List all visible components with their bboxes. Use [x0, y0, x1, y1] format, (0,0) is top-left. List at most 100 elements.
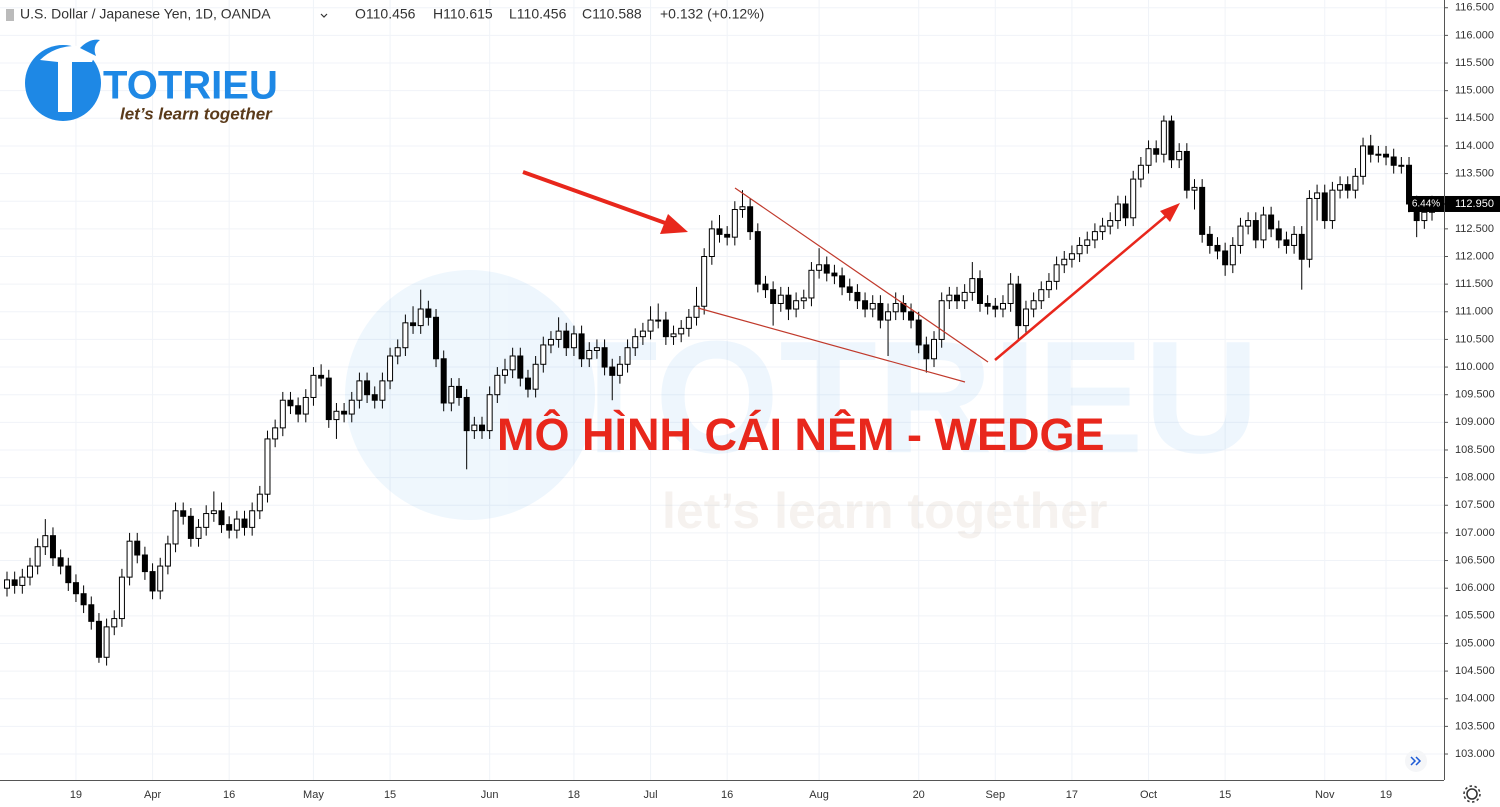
candle-body	[364, 380, 371, 396]
candle-body	[570, 333, 577, 349]
candle-body	[892, 302, 899, 313]
arrow-head	[1160, 203, 1180, 222]
candle-body	[264, 438, 271, 495]
candle-body	[1160, 120, 1167, 155]
candle-body	[1291, 233, 1298, 246]
y-tick-label: 106.000	[1455, 582, 1495, 594]
watermark-name: TOTRIEU	[560, 307, 1259, 486]
candle-body	[95, 620, 102, 658]
x-tick-label: 16	[721, 789, 733, 801]
settings[interactable]	[1463, 785, 1481, 803]
candle-body	[701, 255, 708, 307]
candle-body	[118, 576, 125, 620]
candle-body	[793, 300, 800, 310]
y-tick-label: 115.500	[1455, 57, 1494, 69]
candle-body	[479, 424, 485, 432]
scroll-icon[interactable]	[1410, 756, 1422, 766]
candle-body	[141, 554, 148, 573]
x-tick-label: Jul	[644, 789, 658, 801]
x-tick-label: 16	[223, 789, 235, 801]
drawings	[522, 170, 1180, 383]
candle-body	[1137, 164, 1144, 180]
candle-body	[1007, 283, 1014, 304]
x-tick-label: 15	[1219, 789, 1231, 801]
candle-body	[379, 380, 386, 401]
candle-body	[4, 579, 10, 589]
candle-body	[517, 355, 524, 379]
candle-body	[371, 394, 378, 401]
candle-body	[877, 302, 884, 321]
x-tick-label: 20	[913, 789, 925, 801]
candle-body	[310, 374, 317, 398]
annotation: MÔ HÌNH CÁI NÊM - WEDGE	[497, 409, 1104, 460]
x-tick-label: May	[303, 789, 324, 801]
candle-body	[1252, 220, 1259, 241]
y-tick-label: 103.000	[1455, 748, 1495, 760]
candle-body	[302, 396, 309, 415]
candle-body	[1038, 289, 1045, 302]
candle-body	[425, 308, 432, 318]
candle-body	[1176, 150, 1183, 161]
y-tick-label: 110.000	[1455, 361, 1494, 373]
x-tick-label: Sep	[986, 789, 1006, 801]
candle-body	[226, 524, 233, 531]
candle-body	[1068, 253, 1075, 260]
scroll-button[interactable]	[1405, 750, 1427, 772]
candle-body	[272, 427, 279, 440]
gear-icon[interactable]	[1466, 788, 1478, 800]
ohlc-high: H110.615	[433, 6, 493, 22]
candle-body	[593, 347, 600, 351]
symbol-dropdown[interactable]	[320, 13, 328, 18]
y-tick-label: 112.000	[1455, 250, 1494, 262]
time-axis	[0, 780, 1500, 807]
y-tick-label: 105.500	[1455, 610, 1495, 622]
y-tick-label: 104.000	[1455, 693, 1495, 705]
candle-body	[992, 305, 999, 310]
candle-body	[1130, 178, 1137, 219]
candle-body	[969, 278, 976, 293]
candle-body	[1191, 186, 1198, 191]
y-tick-label: 109.500	[1455, 389, 1495, 401]
y-tick-label: 112.500	[1455, 223, 1494, 235]
candle-body	[532, 363, 539, 390]
symbol[interactable]: U.S. Dollar / Japanese Yen, 1D, OANDA	[20, 6, 271, 22]
candle-body	[172, 510, 179, 545]
candle-body	[1321, 192, 1328, 222]
candle-body	[954, 294, 960, 302]
watermark-slogan: let’s learn together	[662, 483, 1107, 539]
candle-body	[111, 618, 118, 628]
candle-body	[1107, 220, 1114, 227]
candle-body	[341, 410, 348, 415]
candle-body	[777, 294, 784, 304]
y-tick-label: 110.500	[1455, 333, 1494, 345]
candle-body	[218, 510, 225, 526]
x-tick-label: 19	[70, 789, 82, 801]
y-tick-label: 114.000	[1455, 140, 1494, 152]
candle-body	[134, 540, 141, 556]
candle-body	[938, 300, 945, 340]
candle-body	[739, 206, 746, 211]
candle-body	[923, 344, 930, 360]
candle-body	[1390, 156, 1397, 166]
candle-body	[501, 369, 508, 376]
candle-body	[747, 206, 754, 233]
candle-body	[846, 286, 853, 293]
gear-teeth[interactable]	[1463, 785, 1481, 803]
watermark: TOTRIEU let’s learn together	[345, 270, 1259, 539]
candle-body	[1153, 148, 1160, 155]
candle-body	[931, 338, 938, 360]
candle-body	[601, 347, 608, 368]
candle-body	[233, 518, 240, 531]
candle-body	[180, 510, 187, 517]
candle-body	[1398, 164, 1405, 167]
candle-body	[1122, 203, 1129, 219]
candle-body	[662, 319, 669, 338]
candle-body	[731, 209, 738, 238]
candle-body	[1214, 244, 1221, 252]
candle-body	[1229, 244, 1236, 266]
x-tick-label: Aug	[809, 789, 829, 801]
candle-body	[164, 543, 171, 567]
last-price: 112.950	[1455, 198, 1494, 210]
candle-body	[1053, 264, 1060, 282]
x-tick-label: 19	[1380, 789, 1392, 801]
